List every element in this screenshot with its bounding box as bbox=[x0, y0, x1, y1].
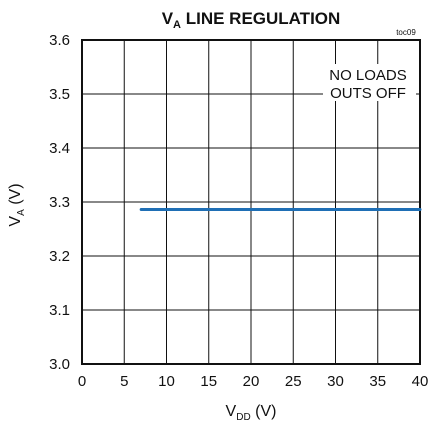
x-tick-label: 20 bbox=[243, 373, 260, 390]
annotation-line-2: OUTS OFF bbox=[330, 85, 406, 102]
x-tick-label: 5 bbox=[120, 373, 128, 390]
y-tick-label: 3.5 bbox=[49, 86, 70, 103]
x-axis-label: VDD (V) bbox=[226, 403, 277, 423]
annotation-background bbox=[323, 64, 416, 101]
figure-code: toc09 bbox=[396, 28, 416, 37]
y-tick-label: 3.0 bbox=[49, 356, 70, 373]
x-tick-label: 35 bbox=[369, 373, 386, 390]
x-tick-label: 30 bbox=[327, 373, 344, 390]
plot-frame bbox=[81, 39, 421, 365]
y-tick-label: 3.1 bbox=[49, 302, 70, 319]
y-tick-label: 3.6 bbox=[49, 32, 70, 49]
annotation-line-1: NO LOADS bbox=[329, 67, 407, 84]
y-tick-label: 3.3 bbox=[49, 194, 70, 211]
x-tick-label: 15 bbox=[200, 373, 217, 390]
tick-layer: 0 5 10 15 20 25 30 35 40 3.0 3.1 3.2 3.3 3.4 3.5 3.6 bbox=[49, 32, 428, 390]
chart-title: VA LINE REGULATION bbox=[162, 9, 341, 31]
y-axis-label: VA (V) bbox=[7, 183, 27, 226]
x-tick-label: 10 bbox=[158, 373, 175, 390]
x-tick-label: 40 bbox=[412, 373, 429, 390]
x-tick-label: 25 bbox=[285, 373, 302, 390]
y-tick-label: 3.4 bbox=[49, 140, 70, 157]
y-tick-label: 3.2 bbox=[49, 248, 70, 265]
x-tick-label: 0 bbox=[78, 373, 86, 390]
